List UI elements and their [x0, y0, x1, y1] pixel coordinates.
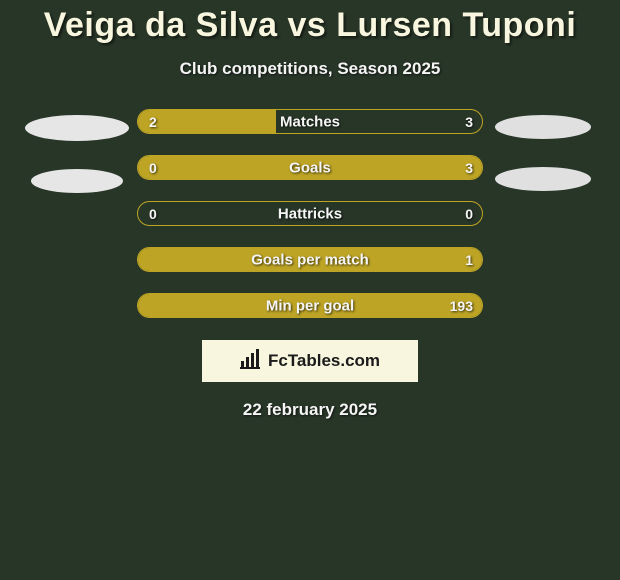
stat-bar: Goals03: [137, 155, 483, 180]
brand-badge: FcTables.com: [202, 340, 418, 382]
body-row: Matches23 Goals03 Hattricks00 Goals per mat…: [0, 109, 620, 318]
stat-bar-fill-right: [138, 294, 482, 317]
stat-bar-fill-right: [138, 248, 482, 271]
stat-bar-track: [137, 109, 483, 134]
stat-bar: Goals per match1: [137, 247, 483, 272]
stat-bar-track: [137, 201, 483, 226]
page-subtitle: Club competitions, Season 2025: [0, 59, 620, 79]
player-left-avatar-1: [25, 115, 129, 141]
stat-bars: Matches23 Goals03 Hattricks00 Goals per mat…: [137, 109, 483, 318]
page-title: Veiga da Silva vs Lursen Tuponi: [0, 6, 620, 45]
bar-chart-icon: [240, 349, 262, 374]
footer-date: 22 february 2025: [0, 400, 620, 420]
left-player-col: [17, 109, 137, 221]
brand-text: FcTables.com: [268, 351, 380, 371]
stat-bar: Min per goal193: [137, 293, 483, 318]
right-player-col: [483, 109, 603, 219]
player-right-avatar-1: [495, 115, 591, 139]
stat-bar-fill-left: [138, 110, 276, 133]
comparison-card: Veiga da Silva vs Lursen Tuponi Club com…: [0, 0, 620, 420]
stat-bar-fill-right: [138, 156, 482, 179]
stat-bar-track: [137, 247, 483, 272]
stat-bar-track: [137, 293, 483, 318]
player-left-avatar-2: [31, 169, 123, 193]
player-right-avatar-2: [495, 167, 591, 191]
stat-bar: Hattricks00: [137, 201, 483, 226]
stat-bar: Matches23: [137, 109, 483, 134]
stat-bar-track: [137, 155, 483, 180]
